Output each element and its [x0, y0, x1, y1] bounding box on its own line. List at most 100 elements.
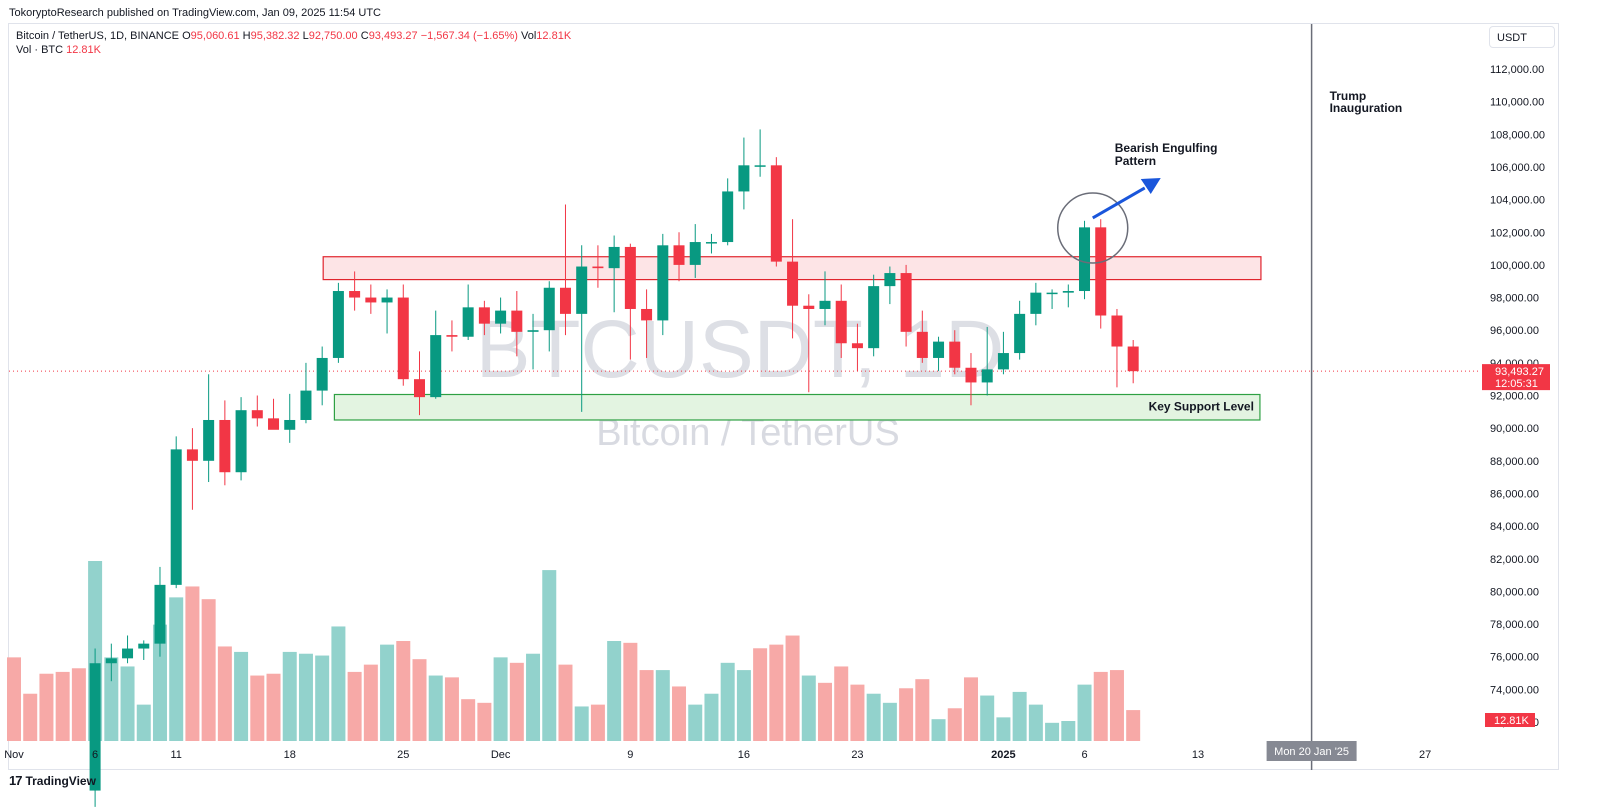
volume-bar [607, 641, 622, 741]
volume-bar [331, 626, 346, 741]
candle [754, 129, 766, 177]
volume-bar [1126, 710, 1141, 741]
candle-body [154, 584, 166, 644]
x-tick-label: 25 [397, 749, 409, 761]
volume-series-value: 12.81K [66, 44, 102, 56]
volume-bar [526, 653, 541, 741]
x-tick-label: 6 [92, 749, 98, 761]
candle-body [170, 449, 182, 585]
volume-bar [963, 677, 978, 741]
volume-bar [996, 717, 1011, 741]
candle [722, 178, 734, 246]
current-price-countdown: 12:05:31 [1495, 378, 1538, 390]
volume-bar [347, 671, 362, 741]
candle [641, 289, 653, 358]
candle [284, 393, 296, 443]
published-caption: TokoryptoResearch published on TradingVi… [9, 7, 381, 19]
y-tick-label: 82,000.00 [1490, 554, 1539, 566]
volume-bar [542, 570, 557, 741]
chart-frame [8, 23, 1559, 770]
candle-body [495, 310, 507, 324]
candle-body [332, 291, 344, 358]
volume-bar [1077, 684, 1092, 741]
volume-bar [818, 682, 832, 741]
candle-body [511, 310, 523, 332]
tradingview-logo[interactable]: 17 TradingView [9, 773, 96, 788]
currency-button[interactable]: USDT [1489, 26, 1555, 48]
volume-bar [753, 648, 768, 741]
candle-body [738, 165, 750, 192]
y-tick-label: 104,000.00 [1490, 195, 1545, 207]
candle [138, 640, 150, 660]
pattern-arrow-head [1140, 177, 1161, 194]
volume-bar [201, 599, 216, 741]
candle-body [997, 353, 1009, 370]
volume-bar [396, 641, 411, 741]
candle [1111, 308, 1123, 388]
y-tick-label: 90,000.00 [1490, 423, 1539, 435]
pattern-arrow [1091, 186, 1146, 220]
y-tick-label: 86,000.00 [1490, 488, 1539, 500]
volume-bar [850, 684, 865, 741]
pattern-label-line1: Bearish Engulfing [1115, 141, 1218, 155]
volume-bar [915, 679, 930, 741]
candle-body [316, 357, 328, 391]
candle-body [689, 242, 701, 265]
candle-body [803, 305, 815, 309]
ohlc-high: 95,382.32 [250, 30, 300, 42]
candle [657, 233, 669, 336]
candle-body [381, 297, 393, 303]
volume-series-name[interactable]: Vol · BTC [16, 44, 64, 56]
event-date-badge [1266, 741, 1357, 761]
candle-body [1111, 315, 1123, 347]
ohlc-low-label: L [302, 30, 309, 42]
x-tick-label: 11 [170, 749, 181, 761]
volume-bar [736, 670, 751, 741]
candle-body [219, 419, 231, 473]
candle [122, 635, 134, 664]
volume-bar [623, 642, 638, 741]
candle [381, 289, 393, 334]
candle [1014, 300, 1026, 360]
x-tick-label: 2025 [991, 749, 1015, 761]
candle-body [851, 343, 863, 349]
volume-bar [315, 655, 330, 741]
support-zone-label: Key Support Level [1149, 400, 1254, 414]
candle [235, 397, 247, 481]
volume-bar [136, 704, 151, 741]
candle [1079, 220, 1091, 300]
candle [365, 284, 377, 314]
candle [868, 274, 880, 357]
candle [527, 313, 539, 370]
candle-body [1079, 227, 1091, 292]
candle [1095, 219, 1107, 329]
volume-bar [688, 704, 703, 741]
candle [559, 204, 571, 336]
candle-body [89, 663, 101, 791]
candle-body [576, 266, 588, 314]
volume-bar [899, 688, 914, 741]
y-tick-label: 96,000.00 [1490, 325, 1539, 337]
volume-bar [412, 659, 427, 741]
y-tick-label: 108,000.00 [1490, 129, 1545, 141]
candle-body [284, 419, 296, 430]
candle-body [235, 410, 247, 473]
candle-body [770, 165, 782, 262]
y-tick-label: 102,000.00 [1490, 227, 1545, 239]
volume-bar [298, 653, 313, 741]
tradingview-logo-icon: 17 [9, 773, 23, 788]
x-tick-label: Nov [4, 749, 24, 761]
candle-body [397, 297, 409, 380]
ohlc-change: −1,567.34 (−1.65%) [420, 30, 518, 42]
candle-body [462, 307, 474, 337]
volume-bar [493, 657, 508, 741]
symbol-name[interactable]: Bitcoin / TetherUS, 1D, BINANCE [16, 30, 180, 42]
candle-body [673, 245, 685, 265]
candle-body [414, 379, 425, 398]
candle-body [1014, 313, 1026, 354]
candle [981, 326, 993, 396]
volume-label: Vol [521, 30, 537, 42]
candle-body [641, 308, 653, 321]
volume-bar [363, 664, 378, 741]
